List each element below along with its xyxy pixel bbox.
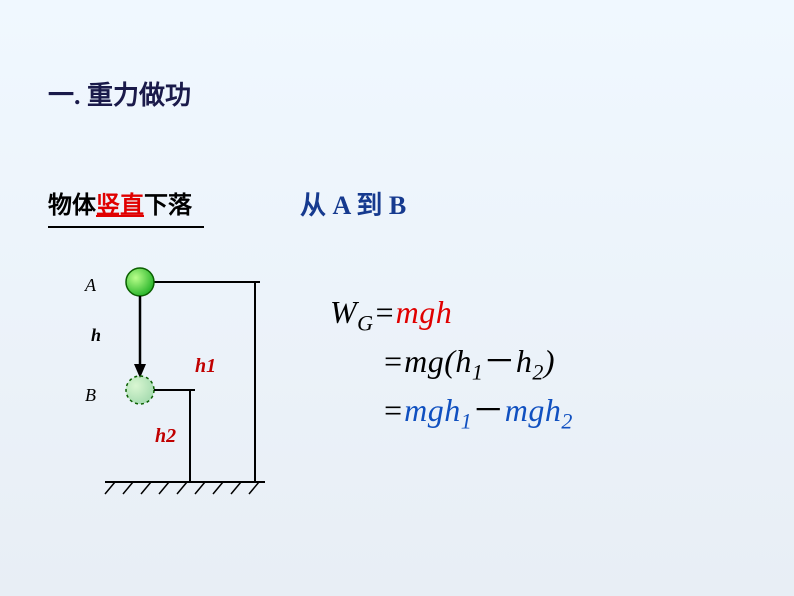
eq-G: G [357,310,373,335]
subtitle: 物体竖直下落 [48,185,204,228]
equation-line-1: WG=mgh [330,290,573,339]
ball-b [126,376,154,404]
eq-s2b: 2 [561,409,573,434]
label-h2: h2 [155,425,176,448]
eq-s1a: 1 [472,360,484,385]
eq-minus1: － [483,343,516,379]
eq-minus2: － [472,392,505,428]
eq-W: W [330,294,357,330]
eq-s2a: 2 [532,360,544,385]
from-to-label: 从 A 到 B [300,185,406,222]
equation-line-2: =mg(h1－h2) [330,339,573,388]
subtitle-emphasis: 竖直 [96,193,144,219]
eq-eq3: = [382,392,404,428]
eq-eq2: = [382,343,404,379]
eq-mgh2: mgh [505,392,562,428]
eq-mgh1: mgh [404,392,461,428]
label-a: A [85,275,96,296]
subtitle-suffix: 下落 [144,193,192,219]
eq-mgh: mgh [396,294,453,330]
ball-a [126,268,154,296]
ground-hatch [105,482,259,494]
label-h: h [91,325,101,346]
eq-s1b: 1 [461,409,473,434]
diagram-svg [65,260,295,520]
eq-mg2: mg [404,343,444,379]
label-h1: h1 [195,355,216,378]
eq-rp: ) [544,343,555,379]
label-b: B [85,385,96,406]
subtitle-prefix: 物体 [48,193,96,219]
section-title: 一. 重力做功 [48,75,191,112]
physics-diagram: A h B h1 h2 [65,260,295,520]
eq-eq1: = [374,294,396,330]
eq-h22: h [516,343,533,379]
eq-h21: h [455,343,472,379]
equations-block: WG=mgh =mg(h1－h2) =mgh1－mgh2 [330,290,573,438]
equation-line-3: =mgh1－mgh2 [330,388,573,437]
eq-lp: ( [444,343,455,379]
